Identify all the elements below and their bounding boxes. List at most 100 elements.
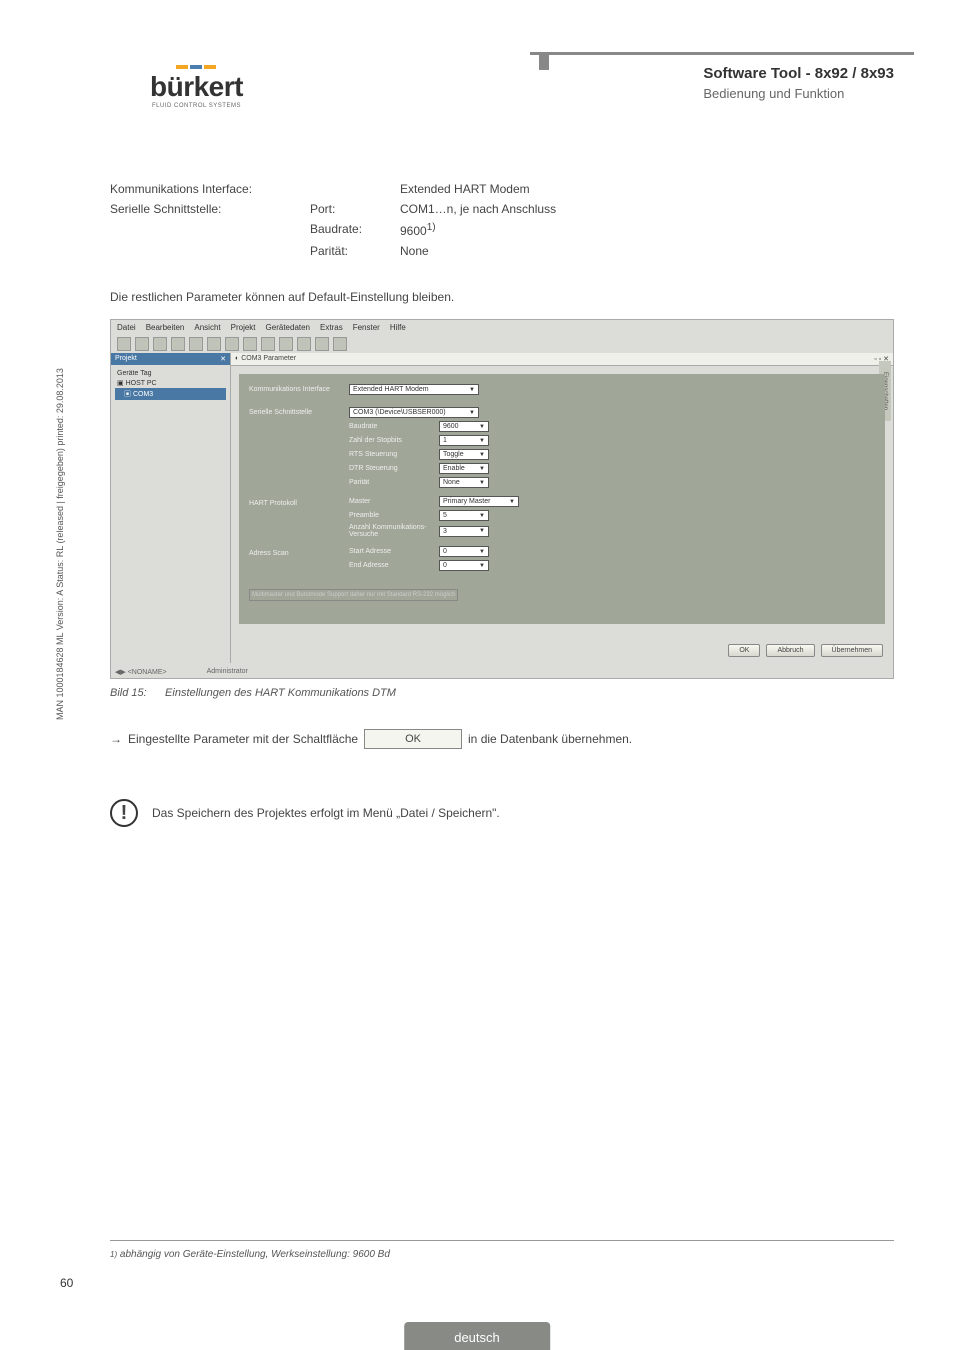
footnote-text: abhängig von Geräte-Einstellung, Werksei… [120, 1249, 390, 1260]
abort-button[interactable]: Abbruch [766, 644, 814, 657]
tree-items: Geräte Tag ▣ HOST PC ▣ COM3 [111, 365, 230, 404]
spacer [110, 220, 310, 240]
cfg-sublabel: Zahl der Stopbits [349, 437, 439, 444]
hint-text: Multimaster und Burstmode Support daher … [249, 589, 458, 601]
spacer [310, 180, 400, 198]
caption-label: Bild 15: [110, 687, 147, 699]
cfg-sublabel: RTS Steuerung [349, 451, 439, 458]
caption-text: Einstellungen des HART Kommunikations DT… [165, 687, 396, 699]
cfg-sublabel: Start Adresse [349, 548, 439, 555]
status-bar: ◀▶ <NONAME> Administrator [111, 666, 893, 678]
header-rule [530, 52, 914, 55]
config-panel: Kommunikations Interface Extended HART M… [239, 374, 885, 624]
tree-item[interactable]: ▣ HOST PC [115, 378, 226, 388]
tab-label[interactable]: ◐ COM3 Parameter [235, 355, 296, 363]
parity-dropdown[interactable]: None▼ [439, 477, 489, 488]
language-tab: deutsch [404, 1322, 550, 1350]
cfg-sublabel: Preamble [349, 512, 439, 519]
toolbar-icon[interactable] [243, 337, 257, 351]
figure-caption: Bild 15: Einstellungen des HART Kommunik… [110, 687, 894, 699]
toolbar-icon[interactable] [315, 337, 329, 351]
logo-text: bürkert [150, 71, 243, 103]
step-instruction: → Eingestellte Parameter mit der Schaltf… [110, 729, 894, 749]
cfg-label: Kommunikations Interface [249, 386, 349, 393]
content: Kommunikations Interface: Extended HART … [110, 180, 894, 827]
cfg-label: HART Protokoll [249, 500, 349, 507]
page-header: bürkert FLUID CONTROL SYSTEMS Software T… [0, 65, 954, 109]
menu-item[interactable]: Ansicht [194, 323, 220, 332]
toolbar-icon[interactable] [117, 337, 131, 351]
cfg-sublabel: Baudrate [349, 423, 439, 430]
doc-title: Software Tool - 8x92 / 8x93 [703, 65, 894, 82]
menu-item[interactable]: Extras [320, 323, 343, 332]
step-after: in die Datenbank übernehmen. [468, 732, 632, 746]
tree-title: Projekt [115, 355, 137, 363]
toolbar-icon[interactable] [279, 337, 293, 351]
doc-subtitle: Bedienung und Funktion [703, 86, 894, 101]
cfg-sublabel: Master [349, 498, 439, 505]
toolbar-icon[interactable] [261, 337, 275, 351]
menu-item[interactable]: Projekt [231, 323, 256, 332]
main-panel: ◐ COM3 Parameter ▫ ▫ ✕ Eigenschaften Kom… [231, 353, 893, 663]
cfg-sublabel: End Adresse [349, 562, 439, 569]
toolbar-icon[interactable] [189, 337, 203, 351]
status-noname: ◀▶ <NONAME> [115, 668, 187, 676]
footnote-marker: 1) [110, 1250, 117, 1259]
apply-button[interactable]: Übernehmen [821, 644, 883, 657]
toolbar-icon[interactable] [171, 337, 185, 351]
menu-item[interactable]: Bearbeiten [146, 323, 185, 332]
status-admin: Administrator [207, 668, 248, 676]
cfg-sublabel: DTR Steuerung [349, 465, 439, 472]
tree-item[interactable]: Geräte Tag [115, 369, 226, 378]
app-body: Projekt ✕ Geräte Tag ▣ HOST PC ▣ COM3 ◐ … [111, 353, 893, 663]
toolbar-icon[interactable] [207, 337, 221, 351]
port-value: COM1…n, je nach Anschluss [400, 200, 894, 218]
close-icon[interactable]: ✕ [220, 355, 226, 363]
start-addr-dropdown[interactable]: 0▼ [439, 546, 489, 557]
interface-dropdown[interactable]: Extended HART Modem▼ [349, 384, 479, 395]
toolbar-icon[interactable] [297, 337, 311, 351]
interface-label: Kommunikations Interface: [110, 180, 310, 198]
sidebar-meta: MAN 1000184628 ML Version: A Status: RL … [55, 368, 65, 720]
spacer [110, 242, 310, 260]
menu-item[interactable]: Datei [117, 323, 136, 332]
tree-item-selected[interactable]: ▣ COM3 [115, 388, 226, 400]
menu-item[interactable]: Hilfe [390, 323, 406, 332]
dialog-buttons: OK Abbruch Übernehmen [728, 644, 883, 657]
stopbits-dropdown[interactable]: 1▼ [439, 435, 489, 446]
dtm-screenshot: Datei Bearbeiten Ansicht Projekt Geräted… [110, 319, 894, 679]
toolbar-icon[interactable] [225, 337, 239, 351]
toolbar-icon[interactable] [333, 337, 347, 351]
serial-dropdown[interactable]: COM3 (\Device\USBSER000)▼ [349, 407, 479, 418]
logo: bürkert FLUID CONTROL SYSTEMS [150, 65, 243, 109]
ok-button-inline[interactable]: OK [364, 729, 462, 749]
retries-dropdown[interactable]: 3▼ [439, 526, 489, 537]
parity-key: Parität: [310, 242, 400, 260]
rts-dropdown[interactable]: Toggle▼ [439, 449, 489, 460]
master-dropdown[interactable]: Primary Master▼ [439, 496, 519, 507]
cfg-label: Adress Scan [249, 550, 349, 557]
end-addr-dropdown[interactable]: 0▼ [439, 560, 489, 571]
dtr-dropdown[interactable]: Enable▼ [439, 463, 489, 474]
menubar: Datei Bearbeiten Ansicht Projekt Geräted… [111, 320, 893, 335]
footnote: 1) abhängig von Geräte-Einstellung, Werk… [110, 1240, 894, 1260]
toolbar-icon[interactable] [153, 337, 167, 351]
cfg-sublabel: Anzahl Kommunikations-Versuche [349, 524, 439, 538]
toolbar-icon[interactable] [135, 337, 149, 351]
step-before: Eingestellte Parameter mit der Schaltflä… [128, 732, 358, 746]
tab-bar: ◐ COM3 Parameter ▫ ▫ ✕ [231, 353, 893, 366]
preamble-dropdown[interactable]: 5▼ [439, 510, 489, 521]
ok-button[interactable]: OK [728, 644, 760, 657]
cfg-sublabel: Parität [349, 479, 439, 486]
menu-item[interactable]: Fenster [353, 323, 380, 332]
cfg-label: Serielle Schnittstelle [249, 409, 349, 416]
default-note: Die restlichen Parameter können auf Defa… [110, 290, 894, 304]
interface-value: Extended HART Modem [400, 180, 894, 198]
baud-dropdown[interactable]: 9600▼ [439, 421, 489, 432]
exclamation-icon: ! [110, 799, 138, 827]
tree-panel: Projekt ✕ Geräte Tag ▣ HOST PC ▣ COM3 [111, 353, 231, 663]
logo-subtext: FLUID CONTROL SYSTEMS [152, 103, 241, 109]
serial-label: Serielle Schnittstelle: [110, 200, 310, 218]
note-box: ! Das Speichern des Projektes erfolgt im… [110, 799, 894, 827]
menu-item[interactable]: Gerätedaten [266, 323, 310, 332]
